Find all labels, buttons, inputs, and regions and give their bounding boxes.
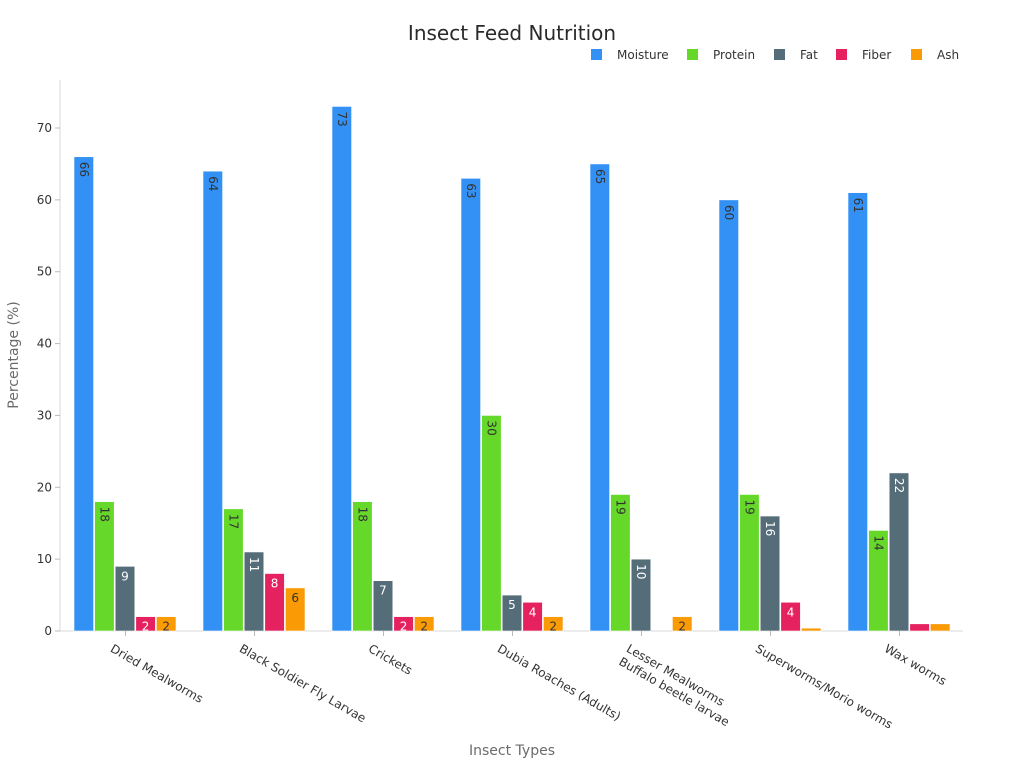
bar-value-label: 6 xyxy=(291,591,299,605)
bar-protein xyxy=(739,494,760,632)
bar-fiber xyxy=(135,616,156,632)
y-tick-label: 10 xyxy=(37,552,52,566)
bar-fiber xyxy=(780,601,801,632)
x-tick-label: Lesser MealwormsBuffalo beetle larvae xyxy=(617,641,740,729)
bar-ash xyxy=(414,616,435,632)
x-tick-label: Crickets xyxy=(366,641,415,677)
bar-moisture xyxy=(202,170,223,632)
bar-ash xyxy=(801,627,822,632)
bar-protein xyxy=(481,415,502,632)
bar-fiber xyxy=(522,601,543,632)
bar-protein xyxy=(868,530,889,632)
bar-value-label: 73 xyxy=(335,111,349,126)
legend-label-fat: Fat xyxy=(800,48,818,62)
y-axis-title: Percentage (%) xyxy=(6,301,22,408)
x-axis-labels: Dried Mealworms Black Soldier Fly LarvaeC… xyxy=(108,631,949,732)
y-tick-label: 60 xyxy=(37,193,52,207)
bar-value-label: 2 xyxy=(142,620,150,634)
bar-value-label: 2 xyxy=(678,620,686,634)
x-tick-label: Dubia Roaches (Adults) xyxy=(495,641,623,723)
x-axis-title: Insect Types xyxy=(469,743,555,759)
bar-ash xyxy=(672,616,693,632)
bar-ash xyxy=(285,587,306,632)
bar-value-label: 63 xyxy=(464,183,478,198)
bar-value-label: 18 xyxy=(97,507,111,522)
bar-ash xyxy=(156,616,177,632)
y-tick-label: 30 xyxy=(37,408,52,422)
legend-swatch-fat xyxy=(774,49,785,60)
y-tick-label: 20 xyxy=(37,480,52,494)
bar-fiber xyxy=(393,616,414,632)
bar-value-label: 2 xyxy=(162,620,170,634)
bar-value-label: 14 xyxy=(871,535,885,550)
bar-value-label: 2 xyxy=(420,620,428,634)
x-tick-label: Dried Mealworms xyxy=(108,641,206,705)
bar-value-label: 4 xyxy=(787,605,795,619)
bar-moisture xyxy=(718,199,739,632)
legend-label-ash: Ash xyxy=(937,48,959,62)
y-tick-label: 50 xyxy=(37,265,52,279)
bar-protein xyxy=(223,508,244,632)
bar-value-label: 66 xyxy=(77,162,91,177)
y-tick-label: 0 xyxy=(44,624,52,638)
x-tick-label: Wax worms xyxy=(882,641,949,688)
bar-moisture xyxy=(589,163,610,632)
bar-value-label: 2 xyxy=(400,620,408,634)
x-tick-label: Black Soldier Fly Larvae xyxy=(237,641,368,725)
bar-value-label: 65 xyxy=(593,169,607,184)
bar-fiber xyxy=(264,573,285,632)
bar-value-label: 30 xyxy=(484,420,498,435)
bar-value-label: 7 xyxy=(379,584,387,598)
bar-ash xyxy=(543,616,564,632)
bar-value-label: 19 xyxy=(742,499,756,514)
chart-title: Insect Feed Nutrition xyxy=(408,21,616,45)
legend-swatch-protein xyxy=(687,49,698,60)
bar-value-label: 9 xyxy=(121,569,129,583)
bar-value-label: 60 xyxy=(722,205,736,220)
bar-value-label: 16 xyxy=(763,521,777,536)
y-tick-label: 40 xyxy=(37,337,52,351)
bar-value-label: 2 xyxy=(549,620,557,634)
bar-protein xyxy=(94,501,115,632)
legend-label-protein: Protein xyxy=(713,48,755,62)
bar-ash xyxy=(930,623,951,632)
bar-value-label: 61 xyxy=(851,198,865,213)
bar-value-label: 64 xyxy=(206,176,220,191)
bar-fiber xyxy=(909,623,930,632)
bar-value-label: 4 xyxy=(529,605,537,619)
bar-moisture xyxy=(847,192,868,632)
bar-moisture xyxy=(331,106,352,632)
bar-moisture xyxy=(460,178,481,632)
legend-label-moisture: Moisture xyxy=(617,48,669,62)
bar-moisture xyxy=(73,156,94,632)
bar-value-label: 19 xyxy=(613,499,627,514)
legend: Moisture Protein Fat Fiber Ash xyxy=(591,48,959,62)
bar-value-label: 5 xyxy=(508,598,516,612)
bar-value-label: 22 xyxy=(892,478,906,493)
y-tick-label: 70 xyxy=(37,121,52,135)
bar-value-label: 17 xyxy=(226,514,240,529)
x-tick-label: Superworms/Morio worms xyxy=(753,641,895,731)
bar-fat xyxy=(888,472,910,632)
bar-protein xyxy=(352,501,373,632)
legend-label-fiber: Fiber xyxy=(862,48,891,62)
legend-swatch-moisture xyxy=(591,49,602,60)
bar-value-label: 8 xyxy=(271,577,279,591)
bar-value-label: 11 xyxy=(247,557,261,572)
bar-protein xyxy=(610,494,631,632)
bar-value-label: 18 xyxy=(355,507,369,522)
legend-swatch-ash xyxy=(911,49,922,60)
legend-swatch-fiber xyxy=(836,49,847,60)
bar-value-label: 10 xyxy=(634,564,648,579)
